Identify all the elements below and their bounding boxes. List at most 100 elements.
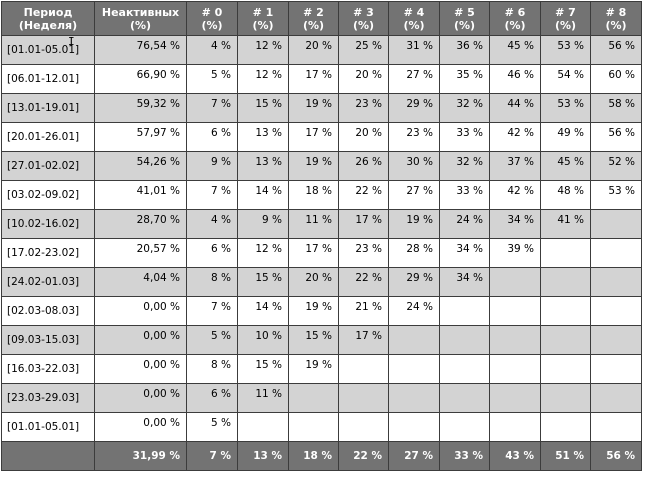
bucket-cell: 19 % [288, 354, 339, 384]
bucket-cell: 53 % [540, 35, 591, 65]
bucket-cell [590, 354, 642, 384]
bucket-cell: 49 % [540, 122, 591, 152]
column-header-bucket-4: # 4 (%) [388, 1, 440, 36]
column-header-inactive: Неактивных (%) [94, 1, 187, 36]
bucket-cell: 6 % [186, 383, 238, 413]
bucket-cell [540, 354, 591, 384]
bucket-cell: 25 % [338, 35, 389, 65]
bucket-header-label: # 0 [201, 6, 223, 19]
bucket-header-unit: (%) [453, 19, 476, 32]
period-cell: [16.03-22.03] [1, 354, 95, 384]
totals-bucket-cell: 27 % [388, 441, 440, 471]
bucket-cell: 45 % [489, 35, 541, 65]
period-cell: [13.01-19.01] [1, 93, 95, 123]
bucket-cell: 18 % [288, 180, 339, 210]
bucket-header-unit: (%) [252, 19, 274, 32]
bucket-cell [338, 383, 389, 413]
bucket-cell [338, 354, 389, 384]
bucket-cell: 12 % [237, 238, 289, 268]
period-cell: [24.02-01.03] [1, 267, 95, 297]
bucket-cell: 7 % [186, 296, 238, 326]
bucket-cell: 32 % [439, 93, 490, 123]
table-row: [27.01-02.02] 54,26 % 9 % 13 % 19 % 26 % 30 % 3… [1, 151, 642, 181]
bucket-cell [489, 412, 541, 442]
table-row: [09.03-15.03] 0,00 % 5 % 10 % 15 % 17 % [1, 325, 642, 355]
table-row: [13.01-19.01] 59,32 % 7 % 15 % 19 % 23 % 29 % 3… [1, 93, 642, 123]
bucket-cell: 23 % [338, 238, 389, 268]
bucket-header-unit: (%) [201, 19, 223, 32]
column-header-bucket-5: # 5 (%) [439, 1, 490, 36]
inactive-cell: 0,00 % [94, 354, 187, 384]
totals-bucket-cell: 56 % [590, 441, 642, 471]
cohort-retention-table: Период (Неделя) Неактивных (%) # 0 (%) # … [1, 1, 642, 471]
bucket-header-label: # 5 [454, 6, 475, 19]
period-cell: [01.01-05.01] [1, 412, 95, 442]
bucket-cell: 21 % [338, 296, 389, 326]
bucket-cell: 37 % [489, 151, 541, 181]
bucket-cell: 24 % [439, 209, 490, 239]
bucket-cell: 41 % [540, 209, 591, 239]
bucket-cell: 44 % [489, 93, 541, 123]
bucket-cell: 34 % [489, 209, 541, 239]
bucket-cell [439, 412, 490, 442]
table-row: [03.02-09.02] 41,01 % 7 % 14 % 18 % 22 % 27 % 3… [1, 180, 642, 210]
bucket-cell: 17 % [288, 238, 339, 268]
bucket-cell: 5 % [186, 325, 238, 355]
bucket-cell [388, 325, 440, 355]
bucket-cell [489, 354, 541, 384]
bucket-cell: 52 % [590, 151, 642, 181]
totals-bucket-cell: 51 % [540, 441, 591, 471]
totals-period-cell [1, 441, 95, 471]
inactive-cell: 0,00 % [94, 325, 187, 355]
bucket-cell: 33 % [439, 122, 490, 152]
bucket-cell [439, 383, 490, 413]
bucket-header-unit: (%) [554, 19, 577, 32]
bucket-cell [590, 412, 642, 442]
bucket-cell: 53 % [590, 180, 642, 210]
bucket-cell [540, 325, 591, 355]
period-cell: [23.03-29.03] [1, 383, 95, 413]
bucket-cell: 4 % [186, 209, 238, 239]
bucket-cell: 15 % [288, 325, 339, 355]
bucket-header-unit: (%) [403, 19, 425, 32]
inactive-cell: 20,57 % [94, 238, 187, 268]
bucket-cell: 17 % [288, 122, 339, 152]
bucket-cell: 39 % [489, 238, 541, 268]
table-row: [23.03-29.03] 0,00 % 6 % 11 % [1, 383, 642, 413]
bucket-cell: 30 % [388, 151, 440, 181]
bucket-cell [237, 412, 289, 442]
bucket-cell [489, 267, 541, 297]
bucket-cell [288, 383, 339, 413]
bucket-cell [489, 383, 541, 413]
bucket-cell: 19 % [388, 209, 440, 239]
bucket-cell: 9 % [186, 151, 238, 181]
bucket-cell: 20 % [288, 35, 339, 65]
bucket-cell: 10 % [237, 325, 289, 355]
column-header-period-line2: (Неделя) [18, 19, 78, 32]
period-cell: [20.01-26.01] [1, 122, 95, 152]
bucket-cell [590, 267, 642, 297]
bucket-cell: 8 % [186, 267, 238, 297]
bucket-header-label: # 8 [605, 6, 627, 19]
inactive-cell: 76,54 % [94, 35, 187, 65]
bucket-cell: 58 % [590, 93, 642, 123]
bucket-cell: 26 % [338, 151, 389, 181]
text-cursor-icon: I [68, 35, 75, 48]
bucket-cell [540, 267, 591, 297]
table-row: [16.03-22.03] 0,00 % 8 % 15 % 19 % [1, 354, 642, 384]
bucket-cell: 7 % [186, 180, 238, 210]
table-row: [10.02-16.02] 28,70 % 4 % 9 % 11 % 17 % 19 % 24… [1, 209, 642, 239]
bucket-header-label: # 7 [555, 6, 576, 19]
column-header-period-line1: Период [23, 6, 73, 19]
period-cell: [17.02-23.02] [1, 238, 95, 268]
totals-row: 31,99 % 7 % 13 % 18 % 22 % 27 % 33 % 43 … [1, 441, 642, 471]
bucket-cell: 34 % [439, 238, 490, 268]
bucket-cell [439, 354, 490, 384]
bucket-cell: 22 % [338, 180, 389, 210]
bucket-cell: 17 % [288, 64, 339, 94]
bucket-cell: 12 % [237, 64, 289, 94]
period-cell: [03.02-09.02] [1, 180, 95, 210]
bucket-cell: 11 % [288, 209, 339, 239]
bucket-cell: 60 % [590, 64, 642, 94]
bucket-cell: 24 % [388, 296, 440, 326]
